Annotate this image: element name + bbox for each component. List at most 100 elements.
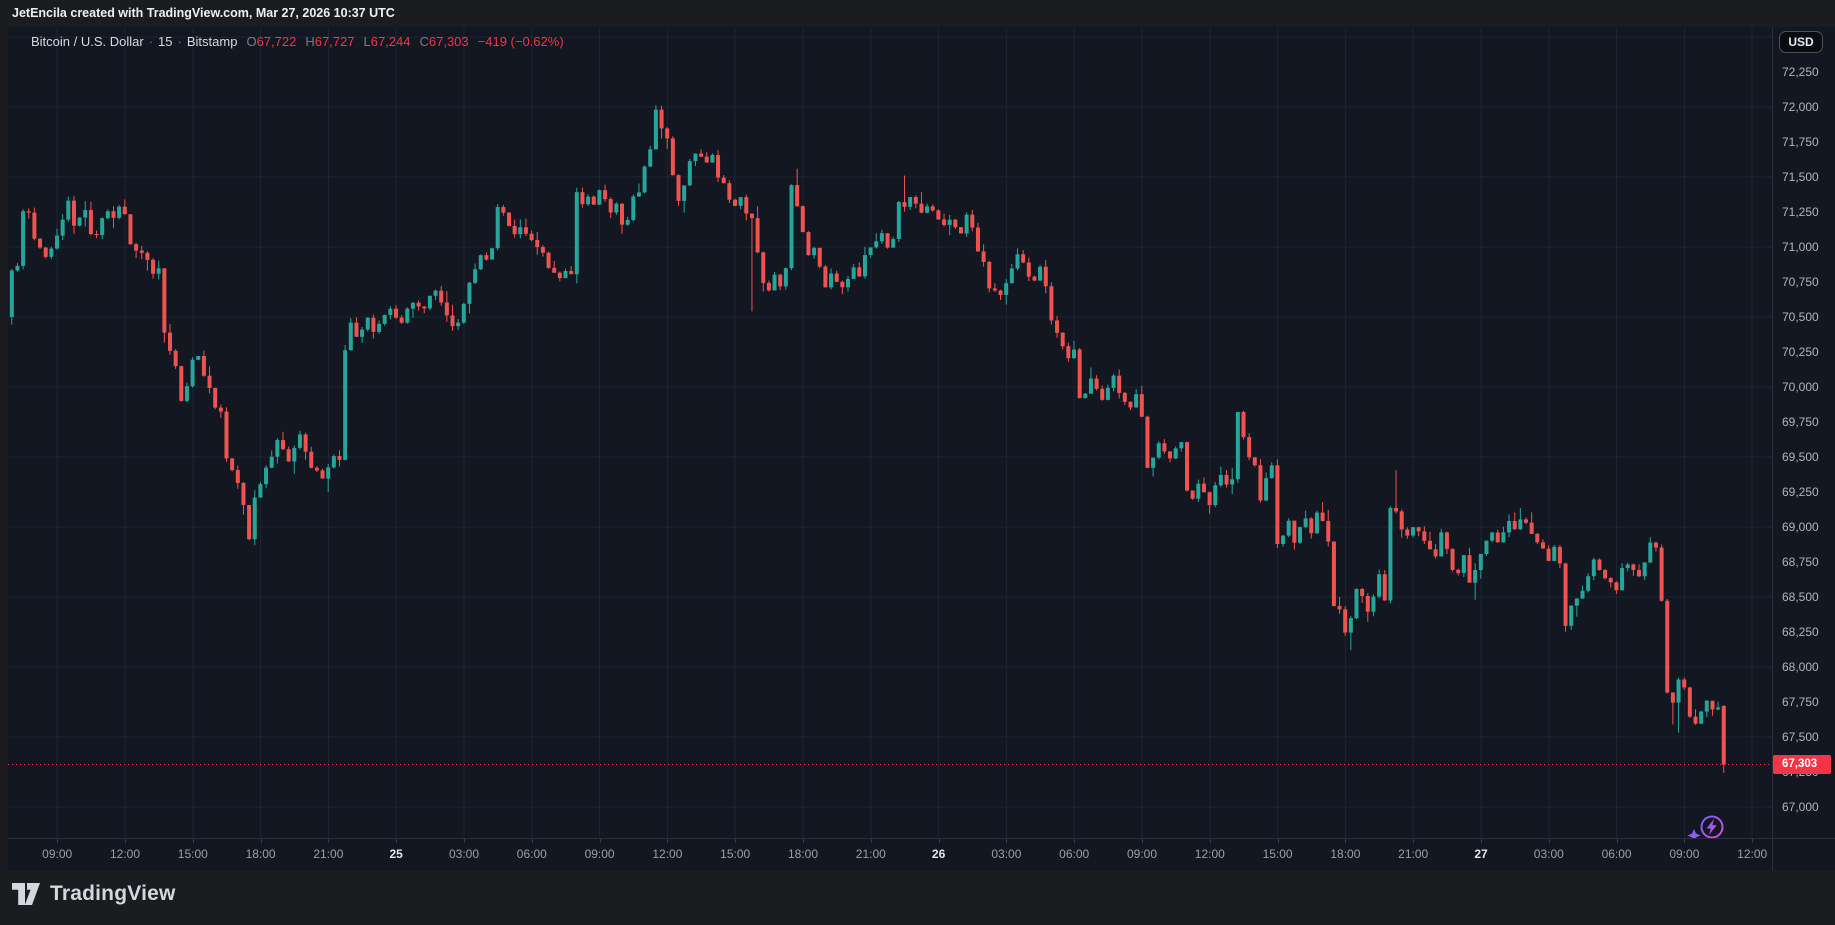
candle-body [151, 259, 156, 274]
time-axis-label: 09:00 [1126, 847, 1158, 861]
candlestick-canvas[interactable] [8, 27, 1772, 838]
candle-body [795, 185, 800, 207]
candle-body [15, 265, 20, 271]
candle-body [1055, 320, 1060, 333]
legend-separator: · [148, 34, 154, 49]
candle-body [975, 227, 980, 252]
candle-body [1004, 283, 1009, 295]
candle-body [1427, 540, 1432, 550]
candle-body [1450, 548, 1455, 570]
candle-body [507, 212, 511, 226]
price-axis-label: 69,250 [1782, 485, 1819, 499]
candle-body [1461, 555, 1466, 574]
candle-body [128, 214, 133, 245]
time-axis-label: 18:00 [1330, 847, 1361, 861]
candle-body [168, 332, 172, 351]
candle-body [162, 268, 167, 333]
price-axis-label: 68,000 [1782, 660, 1819, 674]
symbol-name[interactable]: Bitcoin / U.S. Dollar [31, 34, 144, 49]
candle-body [1535, 533, 1540, 543]
candle-wick [904, 175, 905, 212]
time-axis-label: 12:00 [652, 847, 683, 861]
candle-body [535, 240, 540, 248]
candle-body [919, 203, 924, 213]
candle-body [834, 273, 839, 282]
candle-body [32, 212, 37, 239]
candle-body [1230, 479, 1235, 485]
time-axis-label: 21:00 [855, 847, 886, 861]
candle-body [247, 505, 252, 540]
candle-body [1128, 401, 1133, 408]
time-axis-tick [1074, 839, 1076, 843]
ohlc-value: 67,722 [256, 34, 297, 49]
candle-body [676, 175, 681, 201]
candle-body [1563, 563, 1568, 626]
candle-body [26, 211, 31, 213]
candle-body [1049, 286, 1054, 321]
candle-body [122, 206, 127, 215]
candle-body [1100, 388, 1105, 400]
ai-sparkle-icon[interactable] [1666, 805, 1726, 838]
candle-body [1275, 465, 1280, 545]
candle-body [1659, 547, 1664, 601]
candle-body [9, 270, 14, 317]
candle-body [111, 211, 116, 218]
candle-body [625, 219, 630, 225]
candle-body [365, 317, 370, 330]
tradingview-logo[interactable]: TradingView [12, 882, 176, 906]
candle-body [766, 282, 771, 291]
candle-body [173, 350, 178, 367]
candle-body [1382, 574, 1387, 601]
candle-body [806, 232, 811, 256]
chart-pane[interactable]: Bitcoin / U.S. Dollar · 15 · Bitstamp O67,722… [8, 27, 1772, 838]
currency-toggle-button[interactable]: USD [1779, 31, 1823, 53]
candle-wick [638, 183, 640, 198]
candle-wick [412, 302, 414, 318]
candle-body [1298, 527, 1302, 543]
ohlc-value: 67,727 [314, 34, 355, 49]
time-axis-day-label: 27 [1474, 847, 1488, 861]
candle-body [433, 290, 438, 296]
candle-body [1026, 262, 1031, 277]
interval-label[interactable]: 15 [158, 34, 173, 49]
price-axis[interactable]: USD 72,250 72,000 71,750 71,500 71,250 71,000… [1772, 27, 1835, 870]
candle-body [1156, 443, 1161, 458]
candle-body [879, 233, 884, 242]
candle-body [1574, 598, 1579, 606]
candle-body [264, 467, 269, 485]
time-axis-label: 09:00 [42, 847, 73, 861]
time-axis-tick [1481, 839, 1482, 843]
tradingview-logo-mark [12, 883, 40, 905]
candle-body [1145, 416, 1150, 468]
candle-body [891, 239, 896, 248]
candle-body [461, 303, 466, 323]
exchange-label[interactable]: Bitstamp [186, 34, 238, 49]
candle-body [1501, 532, 1506, 543]
candle-body [913, 197, 918, 204]
candle-body [1201, 483, 1206, 493]
candle-wick [1350, 615, 1352, 651]
time-axis-tick [870, 839, 872, 843]
candle-body [1117, 375, 1122, 393]
candle-body [117, 206, 122, 218]
candle-body [1224, 474, 1229, 485]
candle-body [207, 375, 212, 388]
candle-body [1637, 569, 1641, 577]
price-axis-label: 71,000 [1782, 240, 1819, 254]
candle-body [184, 386, 189, 401]
time-axis[interactable]: 09:00 12:00 15:00 18:00 21:00 25 03:00 06:00 09:… [8, 838, 1772, 870]
candle-body [1439, 532, 1444, 557]
candle-body [557, 272, 562, 279]
candle-body [902, 202, 907, 207]
candle-body [1179, 442, 1184, 449]
candle-body [953, 219, 958, 228]
candle-body [1009, 268, 1014, 284]
candle-body [670, 138, 675, 176]
candle-body [1721, 705, 1726, 765]
time-axis-tick [938, 839, 940, 843]
candle-body [987, 261, 992, 289]
time-axis-tick [1413, 839, 1415, 843]
time-axis-tick [531, 839, 533, 843]
candle-body [439, 290, 444, 303]
